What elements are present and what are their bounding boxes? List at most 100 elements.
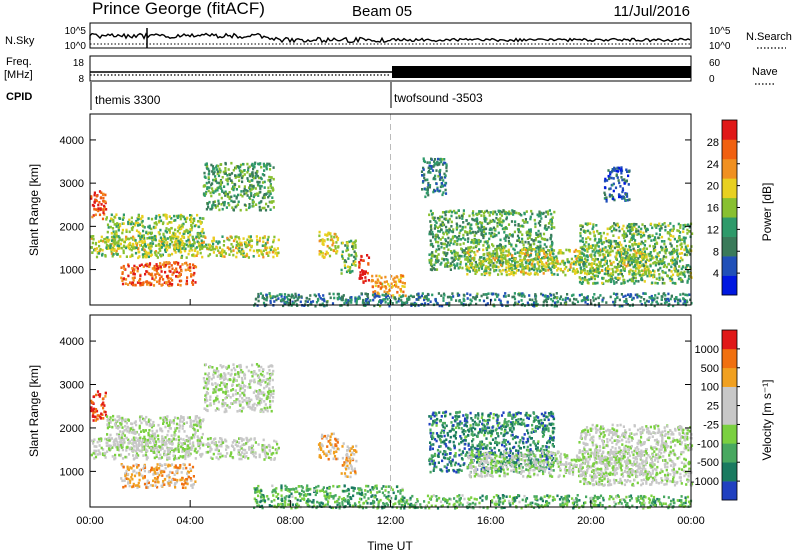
power-region-3 <box>120 261 198 288</box>
power-region-9 <box>253 292 693 308</box>
velocity-colorbar-segment-8 <box>722 330 737 350</box>
nave-trace-dense <box>392 66 691 78</box>
velocity-colorbar-tick-label-4: -25 <box>703 419 719 431</box>
velocity-ytick-label-3: 4000 <box>60 336 84 348</box>
power-colorbar-segment-0 <box>722 275 737 296</box>
power-region-5 <box>318 230 340 259</box>
velocity-panel: 1000 2000 3000 4000 Slant Range [km] 1000 50… <box>27 314 774 510</box>
time-tick-label-1: 04:00 <box>176 515 204 527</box>
power-ytick-label-1: 2000 <box>60 221 84 233</box>
velocity-colorbar-segment-4 <box>722 405 737 425</box>
velocity-region-3 <box>120 462 197 490</box>
nsearch-tick-bottom: 10^0 <box>709 41 731 52</box>
power-colorbar-tick-label-2: 20 <box>707 181 719 193</box>
power-colorbar-tick-label-0: 28 <box>707 137 719 149</box>
freq-unit-label: [MHz] <box>4 69 33 81</box>
cpid-program-2: twofsound -3503 <box>394 91 483 105</box>
velocity-region-2 <box>106 414 205 453</box>
power-colorbar-segment-6 <box>722 158 737 179</box>
velocity-colorbar-segment-7 <box>722 348 737 369</box>
power-axes: 1000 2000 3000 4000 <box>60 114 691 305</box>
cpid-label: CPID <box>6 91 32 103</box>
power-colorbar-label: Power [dB] <box>760 183 774 242</box>
nsky-strip: N.Sky 10^5 10^0 10^5 10^0 N.Search <box>5 22 792 52</box>
power-ytick-label-2: 3000 <box>60 178 84 190</box>
time-tick-label-5: 20:00 <box>577 515 605 527</box>
power-colorbar: 28 24 20 16 12 8 4 <box>707 119 740 296</box>
nsearch-label: N.Search <box>746 31 792 43</box>
velocity-colorbar-tick-label-1: 500 <box>701 363 719 375</box>
power-colorbar-segment-4 <box>722 197 737 218</box>
power-colorbar-tick-label-1: 24 <box>707 159 719 171</box>
power-region-6 <box>340 239 358 275</box>
power-colorbar-segment-1 <box>722 256 737 276</box>
velocity-ytick-label-1: 2000 <box>60 423 84 435</box>
power-region-0 <box>90 190 108 221</box>
nsearch-tick-top: 10^5 <box>709 26 731 37</box>
power-colorbar-tick-label-3: 16 <box>707 203 719 215</box>
power-region-8 <box>370 274 407 298</box>
time-axis-label: Time UT <box>367 539 413 553</box>
velocity-axes: 1000 2000 3000 4000 <box>60 315 691 507</box>
velocity-region-4 <box>202 363 275 414</box>
velocity-ytick-label-2: 3000 <box>60 380 84 392</box>
freq-label: Freq. <box>6 56 32 68</box>
velocity-region-11 <box>578 423 694 487</box>
velocity-colorbar-tick-label-5: -100 <box>697 438 719 450</box>
nsky-label: N.Sky <box>5 35 35 47</box>
velocity-ytick-label-0: 1000 <box>60 466 84 478</box>
nsky-line <box>89 32 691 44</box>
time-axis: 00:00 04:00 08:00 12:00 16:00 20:00 00:00 <box>76 299 705 527</box>
freq-tick-bottom: 8 <box>78 74 84 85</box>
power-region-12 <box>578 222 694 285</box>
power-colorbar-segment-3 <box>722 217 737 237</box>
power-region-14 <box>603 166 631 203</box>
velocity-colorbar: 1000 500 100 25 -25 -100 -500 -1000 <box>691 329 740 501</box>
velocity-colorbar-tick-label-7: -1000 <box>691 476 719 488</box>
velocity-colorbar-segment-6 <box>722 367 737 387</box>
time-tick-label-0: 00:00 <box>76 515 104 527</box>
nave-tick-top: 60 <box>709 58 721 69</box>
power-region-13 <box>420 157 448 199</box>
velocity-region-8 <box>403 494 693 510</box>
velocity-colorbar-tick-label-6: -500 <box>697 457 719 469</box>
station-title: Prince George (fitACF) <box>92 0 265 18</box>
velocity-colorbar-segment-2 <box>722 443 737 463</box>
power-colorbar-segment-7 <box>722 139 737 160</box>
power-colorbar-tick-label-4: 12 <box>707 224 719 236</box>
velocity-scatter <box>90 363 694 510</box>
freq-strip: Freq. [MHz] 18 8 60 0 Nave <box>4 55 778 85</box>
power-colorbar-segment-8 <box>722 120 737 140</box>
velocity-colorbar-tick-label-2: 100 <box>701 382 719 394</box>
nsky-trace <box>89 28 691 48</box>
power-panel: 1000 2000 3000 4000 Slant Range [km] 28 24 20… <box>27 113 774 308</box>
power-region-4 <box>202 161 275 212</box>
power-region-7 <box>358 254 371 284</box>
power-colorbar-segment-5 <box>722 178 737 199</box>
velocity-colorbar-segment-0 <box>722 481 737 501</box>
velocity-colorbar-label: Velocity [m s⁻¹] <box>760 379 774 460</box>
time-tick-label-2: 08:00 <box>277 515 305 527</box>
velocity-colorbar-segment-3 <box>722 424 737 444</box>
cpid-program-1: themis 3300 <box>95 93 161 107</box>
velocity-colorbar-segment-5 <box>722 386 737 406</box>
time-tick-label-3: 12:00 <box>377 515 405 527</box>
power-colorbar-tick-label-5: 8 <box>713 246 719 258</box>
nave-label: Nave <box>752 66 778 78</box>
power-ytick-label-0: 1000 <box>60 265 84 277</box>
power-region-2 <box>105 213 205 251</box>
time-tick-label-4: 16:00 <box>477 515 505 527</box>
velocity-region-0 <box>90 390 108 422</box>
power-ylabel: Slant Range [km] <box>27 164 41 256</box>
nsky-tick-bottom: 10^0 <box>65 41 87 52</box>
power-scatter <box>90 157 694 308</box>
freq-tick-top: 18 <box>73 58 85 69</box>
time-tick-label-6: 00:00 <box>677 515 705 527</box>
velocity-colorbar-frame <box>721 329 738 501</box>
velocity-region-6 <box>340 442 358 479</box>
velocity-colorbar-segment-1 <box>722 462 737 482</box>
date-label: 11/Jul/2016 <box>614 3 690 20</box>
velocity-region-5 <box>317 432 340 461</box>
beam-label: Beam 05 <box>352 3 412 20</box>
